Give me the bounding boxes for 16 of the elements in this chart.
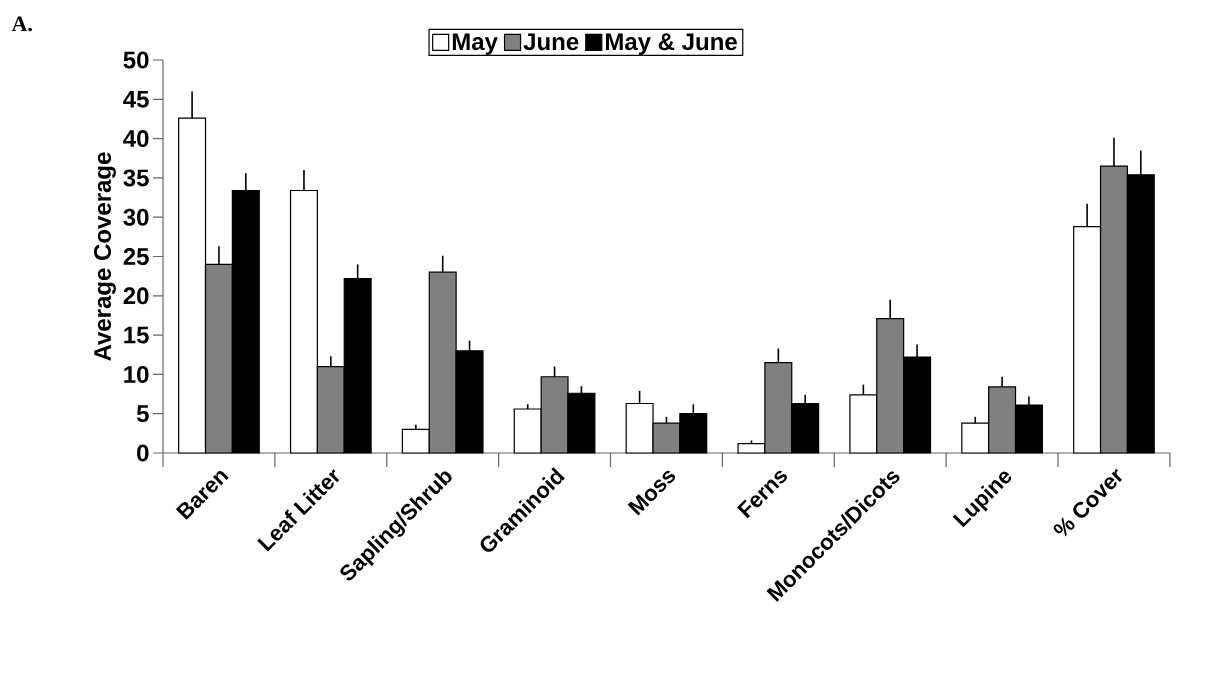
y-tick-label: 15 <box>124 326 149 344</box>
y-tick-label: 35 <box>123 169 149 187</box>
y-tick-label: 30 <box>123 208 149 226</box>
y-tick-label: 45 <box>123 90 149 108</box>
legend-label: May & June <box>605 33 737 55</box>
legend-label: June <box>523 33 579 51</box>
y-tick-label: 20 <box>123 287 149 305</box>
y-tick-label: 5 <box>136 405 149 423</box>
y-tick-label: 50 <box>123 51 149 69</box>
y-tick-label: 0 <box>137 444 149 462</box>
y-tick-label: 25 <box>123 248 149 265</box>
y-axis-title: Average Coverage <box>94 152 116 361</box>
text: A. <box>11 16 32 32</box>
legend-label: May <box>452 33 498 55</box>
y-tick-label: 10 <box>124 365 149 383</box>
y-tick-label: 40 <box>123 130 149 148</box>
